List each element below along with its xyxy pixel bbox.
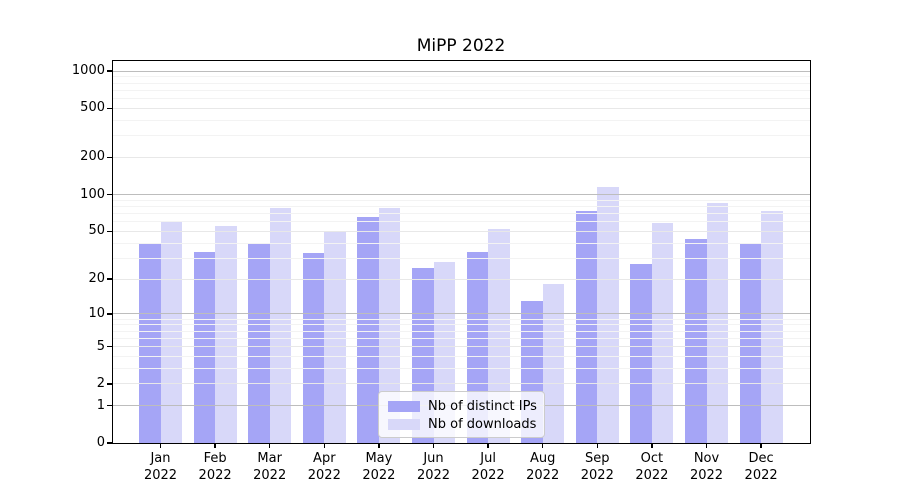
y-tick-mark-20 bbox=[107, 278, 112, 280]
gridline-200 bbox=[113, 156, 810, 158]
bar-ips-apr bbox=[302, 253, 325, 443]
y-tick-label-0: 0 bbox=[96, 435, 105, 450]
gridline-1000 bbox=[113, 70, 810, 72]
gridline-900 bbox=[113, 76, 810, 78]
bar-downloads-feb bbox=[215, 226, 237, 443]
legend: Nb of distinct IPs Nb of downloads bbox=[378, 391, 545, 438]
x-tick-mark-mar bbox=[269, 443, 271, 448]
y-tick-label-1: 1 bbox=[96, 397, 105, 413]
legend-label-distinct-ips: Nb of distinct IPs bbox=[428, 398, 537, 414]
plot-area bbox=[112, 60, 811, 444]
bar-ips-dec bbox=[739, 243, 762, 443]
y-tick-mark-5 bbox=[107, 345, 112, 348]
x-tick-label-dec: Dec 2022 bbox=[744, 451, 778, 483]
x-tick-label-jun: Jun 2022 bbox=[416, 451, 451, 483]
x-tick-mark-aug bbox=[542, 443, 544, 448]
y-tick-mark-50 bbox=[107, 230, 112, 232]
bar-ips-may bbox=[357, 217, 379, 443]
legend-swatch-distinct-ips bbox=[388, 400, 420, 412]
x-tick-label-jul: Jul 2022 bbox=[471, 451, 505, 483]
x-tick-label-sep: Sep 2022 bbox=[580, 451, 614, 483]
x-tick-label-jan: Jan 2022 bbox=[143, 451, 178, 483]
bar-downloads-oct bbox=[651, 223, 674, 443]
y-tick-mark-0 bbox=[107, 442, 112, 444]
bar-downloads-jul bbox=[488, 229, 510, 443]
bar-ips-jan bbox=[139, 243, 161, 443]
y-tick-mark-500 bbox=[107, 107, 112, 109]
y-tick-label-200: 200 bbox=[80, 149, 105, 165]
gridline-600 bbox=[113, 97, 810, 99]
legend-label-downloads: Nb of downloads bbox=[428, 416, 537, 432]
gridline-70 bbox=[113, 212, 810, 214]
y-tick-mark-1 bbox=[107, 404, 112, 407]
y-tick-label-100: 100 bbox=[80, 186, 105, 202]
x-tick-mark-may bbox=[378, 443, 380, 448]
x-tick-mark-oct bbox=[651, 443, 653, 448]
bar-downloads-aug bbox=[542, 284, 565, 443]
bar-downloads-dec bbox=[761, 211, 783, 443]
bar-ips-oct bbox=[630, 263, 652, 443]
y-tick-mark-2 bbox=[107, 383, 112, 385]
gridline-800 bbox=[113, 82, 810, 84]
x-tick-mark-feb bbox=[214, 443, 216, 448]
x-tick-label-apr: Apr 2022 bbox=[307, 451, 341, 483]
y-tick-label-2: 2 bbox=[96, 375, 105, 391]
bar-ips-nov bbox=[685, 239, 707, 443]
bar-downloads-apr bbox=[324, 232, 346, 443]
y-tick-label-20: 20 bbox=[88, 271, 105, 287]
gridline-500 bbox=[113, 107, 810, 109]
bar-ips-sep bbox=[575, 211, 598, 443]
y-tick-label-500: 500 bbox=[80, 100, 105, 116]
x-tick-mark-sep bbox=[596, 443, 598, 448]
x-tick-label-aug: Aug 2022 bbox=[526, 451, 560, 483]
gridline-60 bbox=[113, 221, 810, 223]
gridline-700 bbox=[113, 89, 810, 91]
y-tick-label-10: 10 bbox=[88, 305, 105, 321]
x-tick-mark-apr bbox=[323, 443, 325, 448]
y-tick-mark-200 bbox=[107, 156, 112, 159]
y-tick-label-1000: 1000 bbox=[71, 63, 105, 79]
gridline-90 bbox=[113, 199, 810, 201]
y-tick-label-50: 50 bbox=[88, 223, 105, 239]
bar-downloads-nov bbox=[706, 203, 728, 443]
legend-item-distinct-ips: Nb of distinct IPs bbox=[388, 398, 537, 414]
x-tick-label-mar: Mar 2022 bbox=[253, 451, 287, 483]
bar-ips-mar bbox=[248, 243, 270, 443]
x-tick-label-nov: Nov 2022 bbox=[689, 451, 724, 483]
gridline-300 bbox=[113, 135, 810, 137]
bar-downloads-sep bbox=[597, 186, 619, 443]
y-tick-mark-10 bbox=[107, 313, 112, 315]
x-tick-mark-jun bbox=[432, 443, 435, 448]
legend-item-downloads: Nb of downloads bbox=[388, 416, 537, 432]
gridline-100 bbox=[113, 194, 810, 196]
legend-swatch-downloads bbox=[388, 418, 420, 430]
x-tick-mark-nov bbox=[705, 443, 708, 448]
x-tick-label-may: May 2022 bbox=[362, 451, 396, 483]
x-tick-mark-dec bbox=[760, 443, 762, 448]
gridline-400 bbox=[113, 119, 810, 121]
x-tick-label-oct: Oct 2022 bbox=[635, 451, 669, 483]
x-tick-mark-jan bbox=[159, 443, 162, 448]
y-tick-mark-1000 bbox=[107, 70, 112, 72]
y-tick-label-5: 5 bbox=[96, 338, 105, 354]
bar-ips-feb bbox=[193, 251, 216, 443]
chart-title: MiPP 2022 bbox=[416, 36, 506, 56]
x-tick-mark-jul bbox=[487, 443, 489, 448]
bar-downloads-mar bbox=[269, 207, 292, 443]
x-tick-label-feb: Feb 2022 bbox=[198, 451, 232, 483]
gridline-80 bbox=[113, 205, 810, 207]
y-tick-mark-100 bbox=[107, 193, 112, 196]
bar-downloads-jan bbox=[160, 221, 182, 443]
